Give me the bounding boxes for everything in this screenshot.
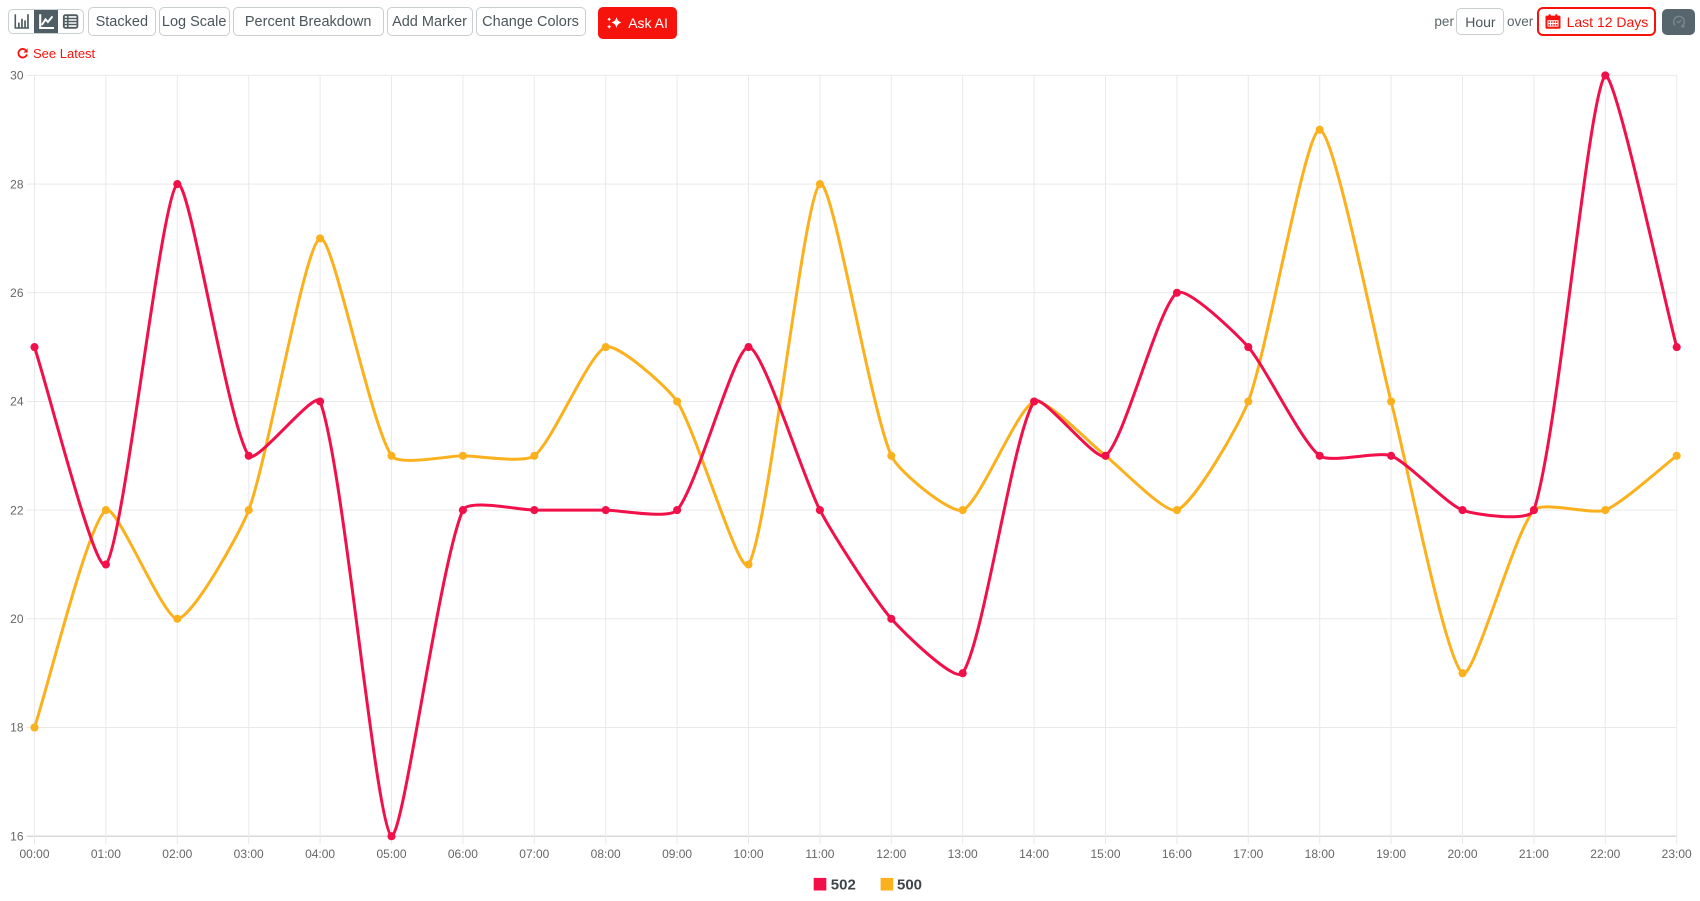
svg-text:21:00: 21:00 <box>1519 847 1549 861</box>
svg-text:24: 24 <box>10 395 24 409</box>
svg-text:09:00: 09:00 <box>662 847 692 861</box>
svg-text:08:00: 08:00 <box>591 847 621 861</box>
svg-text:26: 26 <box>10 286 24 300</box>
svg-text:500: 500 <box>897 877 922 894</box>
svg-text:07:00: 07:00 <box>519 847 549 861</box>
svg-text:16:00: 16:00 <box>1162 847 1192 861</box>
svg-text:14:00: 14:00 <box>1019 847 1049 861</box>
svg-text:05:00: 05:00 <box>376 847 406 861</box>
svg-text:15:00: 15:00 <box>1090 847 1120 861</box>
svg-text:18: 18 <box>10 721 24 735</box>
svg-text:10:00: 10:00 <box>733 847 763 861</box>
svg-text:20: 20 <box>10 612 24 626</box>
svg-text:20:00: 20:00 <box>1447 847 1477 861</box>
svg-text:18:00: 18:00 <box>1305 847 1335 861</box>
svg-text:22: 22 <box>10 503 24 517</box>
svg-text:01:00: 01:00 <box>91 847 121 861</box>
svg-text:23:00: 23:00 <box>1662 847 1692 861</box>
svg-text:28: 28 <box>10 177 24 191</box>
svg-text:12:00: 12:00 <box>876 847 906 861</box>
svg-text:22:00: 22:00 <box>1590 847 1620 861</box>
svg-text:30: 30 <box>10 69 24 83</box>
svg-text:11:00: 11:00 <box>805 847 834 861</box>
svg-text:502: 502 <box>831 877 856 894</box>
svg-text:16: 16 <box>10 829 24 843</box>
svg-text:13:00: 13:00 <box>948 847 978 861</box>
svg-text:06:00: 06:00 <box>448 847 478 861</box>
svg-text:03:00: 03:00 <box>234 847 264 861</box>
svg-text:02:00: 02:00 <box>162 847 192 861</box>
svg-text:00:00: 00:00 <box>19 847 49 861</box>
svg-text:04:00: 04:00 <box>305 847 335 861</box>
svg-text:19:00: 19:00 <box>1376 847 1406 861</box>
svg-text:17:00: 17:00 <box>1233 847 1263 861</box>
